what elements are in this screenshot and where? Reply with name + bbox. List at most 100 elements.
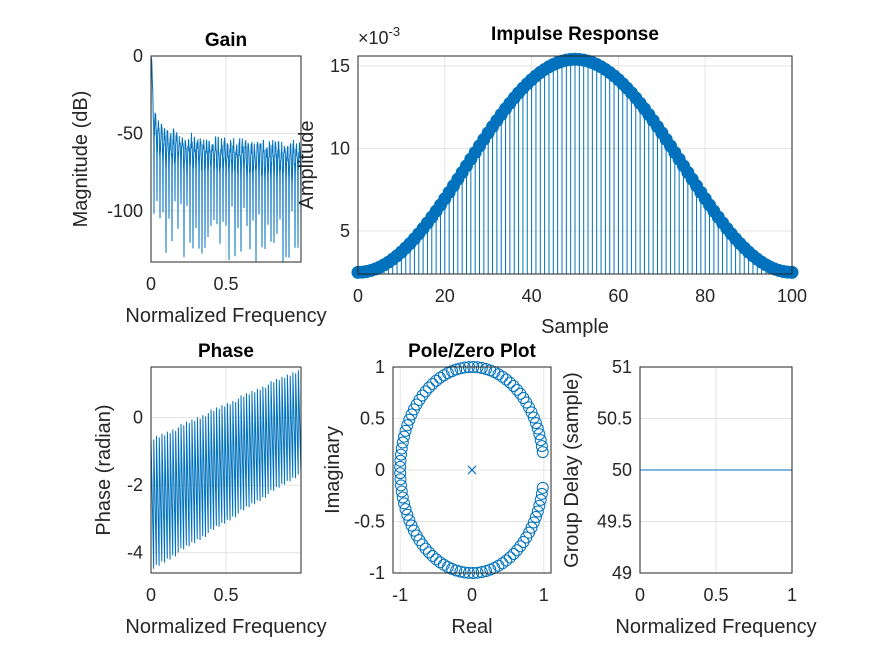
zero-marker [517, 392, 530, 405]
y-tick-label: 5 [340, 221, 350, 241]
zero-marker [426, 377, 439, 390]
zero-marker [514, 387, 527, 400]
zero-marker [430, 374, 443, 387]
y-tick-label: 15 [330, 56, 350, 76]
x-axis-label: Normalized Frequency [125, 305, 326, 327]
chart-title: Gain [205, 30, 247, 51]
zero-marker [433, 556, 446, 569]
x-tick-label: 1 [539, 585, 549, 605]
plot-area [151, 367, 301, 569]
x-tick-label: 0 [146, 585, 156, 605]
y-tick-label: 0 [375, 460, 385, 480]
zero-marker [426, 550, 439, 563]
zero-marker [531, 505, 544, 518]
y-tick-label: 10 [330, 138, 350, 158]
zero-marker [475, 566, 488, 579]
zero-marker [419, 542, 432, 555]
y-tick-label: 50 [612, 460, 632, 480]
zero-marker [403, 514, 416, 527]
phase-line [151, 367, 301, 569]
zero-marker [510, 544, 523, 557]
axes-gain: 0 0.5 0 -50 -100 Normalized Frequency Magnitud… [70, 30, 327, 327]
zero-marker [527, 411, 540, 424]
y-tick-label: -50 [117, 123, 143, 143]
zero-marker [401, 508, 414, 521]
axes-frame [392, 366, 552, 574]
x-axis-label: Real [451, 616, 492, 638]
zero-marker [480, 363, 493, 376]
y-tick-label: 49.5 [597, 512, 632, 532]
axes-frame [639, 366, 793, 574]
zero-marker [396, 436, 409, 449]
zero-marker [529, 416, 542, 429]
axes-frame [150, 55, 302, 263]
plot-area [358, 59, 792, 274]
zero-marker [533, 499, 546, 512]
x-tick-label: 20 [435, 286, 455, 306]
x-tick-label: -1 [392, 585, 408, 605]
zero-marker [396, 491, 409, 504]
zero-marker [433, 371, 446, 384]
zero-marker [403, 413, 416, 426]
axes-groupdelay: 0 0.5 1 51 50.5 50 49.5 49 Normalized Frequency G… [561, 357, 817, 638]
zero-marker [394, 448, 407, 461]
zero-marker [503, 551, 516, 564]
x-tick-label: 0.5 [703, 585, 728, 605]
zero-marker [394, 479, 407, 492]
zero-marker [423, 381, 436, 394]
gain-line [151, 57, 301, 262]
zero-marker [399, 503, 412, 516]
axes-frame [357, 55, 793, 275]
chart-title: Pole/Zero Plot [408, 341, 536, 362]
zero-marker [394, 473, 407, 486]
y-tick-label: -1 [369, 563, 385, 583]
zero-marker [419, 385, 432, 398]
x-tick-label: 0.5 [213, 274, 238, 294]
zero-marker [394, 467, 407, 480]
axes-polezero: -1 0 1 1 0.5 0 -0.5 -1 Real Imaginary Pole/Zero Pl… [322, 341, 552, 638]
y-tick-label: 0 [133, 46, 143, 66]
y-tick-label: 0.5 [360, 409, 385, 429]
x-tick-label: 0.5 [213, 585, 238, 605]
zero-marker [395, 485, 408, 498]
zero-marker [500, 373, 513, 386]
y-tick-label: 50.5 [597, 409, 632, 429]
zero-marker [430, 553, 443, 566]
x-axis-label: Normalized Frequency [125, 616, 326, 638]
zero-marker [535, 440, 548, 453]
zero-marker [527, 516, 540, 529]
zero-marker [475, 361, 488, 374]
zero-marker [535, 487, 548, 500]
x-tick-label: 40 [522, 286, 542, 306]
y-tick-label: -0.5 [354, 512, 385, 532]
axes-frame [150, 366, 302, 574]
zero-marker [533, 428, 546, 441]
zero-marker [416, 538, 429, 551]
axes-phase: 0 0.5 0 -2 -4 Normalized Frequency Phase (radi… [93, 341, 327, 638]
plot-area [151, 57, 301, 262]
zero-marker [395, 442, 408, 455]
y-axis-label: Phase (radian) [93, 404, 115, 535]
y-tick-label: 49 [612, 563, 632, 583]
axes-impulse: 0 20 40 60 80 100 5 10 15 Sample Amplitude Impulse … [296, 24, 807, 338]
x-tick-label: 0 [146, 274, 156, 294]
pole-marker [467, 465, 477, 475]
y-tick-label: 51 [612, 357, 632, 377]
y-tick-label: -100 [107, 201, 143, 221]
zero-marker [536, 481, 549, 494]
zero-marker [398, 430, 411, 443]
zero-marker [496, 370, 509, 383]
zero-marker [510, 383, 523, 396]
y-tick-label: -4 [127, 543, 143, 563]
zero-marker [399, 424, 412, 437]
y-tick-label: 1 [375, 357, 385, 377]
chart-title: Phase [198, 341, 254, 362]
zero-marker [454, 362, 467, 375]
y-axis-label: Magnitude (dB) [70, 91, 92, 228]
y-axis-label: Amplitude [296, 121, 318, 210]
zero-marker [394, 460, 407, 473]
y-axis-label: Group Delay (sample) [561, 372, 583, 568]
zero-marker [507, 379, 520, 392]
zero-marker [454, 565, 467, 578]
